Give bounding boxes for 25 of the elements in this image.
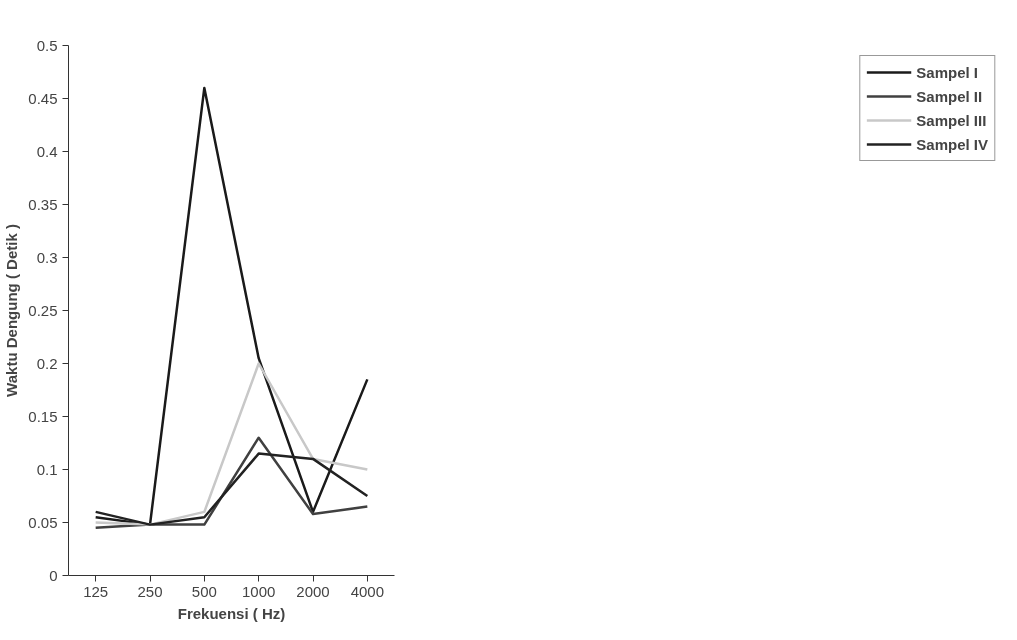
x-tick-label: 2000 [296,582,330,600]
y-tick-label: 0.05 [28,513,58,531]
y-tick-label: 0.3 [36,248,58,266]
line-series [94,86,369,526]
y-tick-label: 0.35 [28,195,58,213]
x-tick-label: 500 [191,582,217,600]
line-series [94,362,369,526]
legend-label: Sampel I [916,63,978,81]
y-tick-label: 0.5 [36,36,58,54]
y-tick-label: 0 [49,566,58,584]
x-tick-label: 125 [83,582,109,600]
legend-label: Sampel IV [916,135,988,153]
y-tick-label: 0.15 [28,407,58,425]
y-tick-label: 0.1 [36,460,58,478]
y-tick-label: 0.45 [28,89,58,107]
y-tick-label: 0.2 [36,354,58,372]
x-tick-label: 250 [137,582,163,600]
y-tick-label: 0.4 [36,142,58,160]
y-axis-title: Waktu Dengung ( Detik ) [3,224,21,397]
legend-label: Sampel II [916,87,983,105]
legend-label: Sampel III [916,111,987,129]
y-tick-label: 0.25 [28,301,58,319]
x-tick-label: 1000 [241,582,276,600]
x-axis-title: Frekuensi ( Hz) [177,604,286,622]
x-tick-label: 4000 [350,582,385,600]
